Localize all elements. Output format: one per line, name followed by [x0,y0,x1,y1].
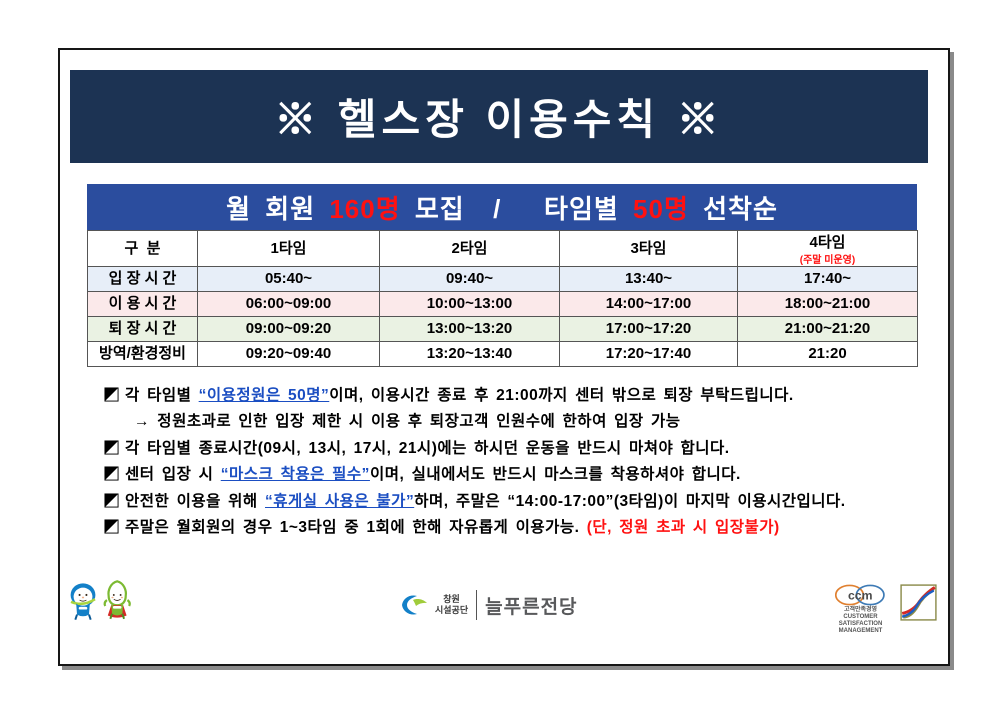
svg-text:ccm: ccm [848,589,873,603]
